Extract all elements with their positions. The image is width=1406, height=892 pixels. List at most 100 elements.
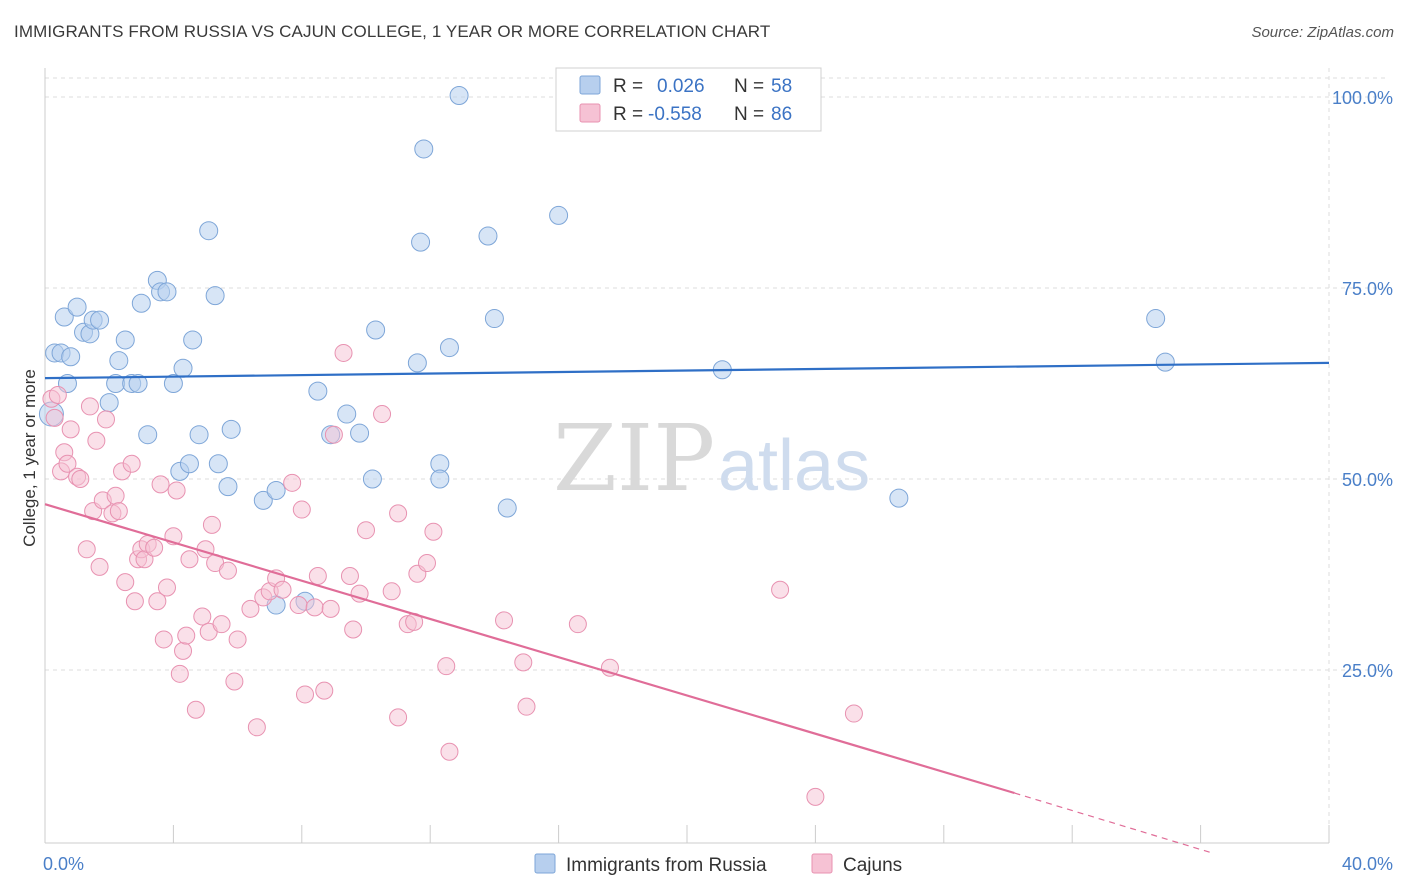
- cajun-point: [514, 653, 533, 672]
- cajun-point: [225, 672, 244, 691]
- cajun-point: [357, 521, 375, 540]
- x-tick-label-0: 0.0%: [43, 854, 84, 874]
- russia-point: [449, 85, 469, 105]
- cajun-point: [157, 578, 176, 597]
- russia-point: [1146, 309, 1166, 329]
- cajun-point: [125, 592, 144, 611]
- y-tick-label-25: 25.0%: [1342, 661, 1393, 681]
- series-legend: Immigrants from Russia Cajuns: [534, 853, 902, 876]
- russia-point: [889, 488, 909, 508]
- cajun-point: [308, 567, 327, 586]
- cajun-point: [495, 611, 514, 630]
- russia-point: [308, 381, 328, 401]
- russia-point: [115, 330, 135, 350]
- russia-point: [439, 338, 459, 358]
- legend-r-label-2: R =: [613, 104, 643, 125]
- cajun-point: [87, 431, 106, 450]
- cajun-point: [154, 630, 173, 649]
- y-tick-label-100: 100.0%: [1332, 88, 1393, 108]
- russia-point: [478, 226, 498, 246]
- cajun-point: [193, 607, 212, 626]
- russia-point: [497, 498, 517, 518]
- cajun-point: [212, 615, 231, 634]
- legend-r-value-1: 0.026: [657, 76, 705, 97]
- series-cajuns: [42, 343, 863, 806]
- russia-point: [128, 374, 148, 393]
- legend-n-value-2: 86: [771, 104, 792, 125]
- cajun-point: [806, 787, 825, 806]
- legend-n-value-1: 58: [771, 76, 792, 97]
- russia-point: [90, 310, 110, 330]
- russia-point: [67, 297, 87, 317]
- cajun-point: [334, 343, 353, 362]
- axes: [44, 68, 1330, 844]
- cajun-point: [116, 573, 135, 592]
- russia-point: [549, 205, 569, 225]
- cajun-point: [289, 596, 308, 615]
- trend-line-cajuns: [44, 503, 1015, 795]
- cajun-point: [315, 681, 334, 700]
- cajun-point: [344, 620, 363, 639]
- cajun-point: [771, 580, 790, 599]
- x-tick-label-1: 40.0%: [1342, 854, 1393, 874]
- russia-point: [179, 454, 199, 474]
- watermark-zip: ZIP: [553, 405, 715, 512]
- russia-point: [484, 309, 504, 329]
- cajun-point: [80, 397, 99, 416]
- russia-point: [183, 330, 203, 350]
- russia-point: [163, 374, 183, 393]
- cajun-point: [417, 554, 436, 573]
- legend-n-label-2: N =: [734, 104, 764, 125]
- cajun-point: [568, 615, 587, 634]
- cajun-point: [180, 550, 199, 569]
- cajun-point: [389, 504, 408, 523]
- legend-swatch-pink: [579, 103, 601, 123]
- cajun-point: [58, 454, 77, 473]
- cajun-point: [382, 582, 401, 601]
- cajun-point: [148, 592, 167, 611]
- cajun-point: [437, 657, 456, 676]
- cajun-point: [186, 700, 205, 719]
- watermark-atlas: atlas: [718, 426, 870, 506]
- cajun-point: [174, 641, 193, 660]
- cajun-point: [106, 486, 125, 505]
- russia-point: [407, 353, 427, 373]
- russia-point: [109, 351, 129, 371]
- cajun-point: [218, 561, 237, 580]
- chart-title: IMMIGRANTS FROM RUSSIA VS CAJUN COLLEGE,…: [14, 22, 771, 41]
- bottom-legend-label-blue: Immigrants from Russia: [566, 855, 767, 876]
- legend-r-label-1: R =: [613, 76, 643, 97]
- y-axis-title: College, 1 year or more: [20, 369, 39, 547]
- tick-labels: 25.0% 50.0% 75.0% 100.0% 0.0% 40.0%: [43, 88, 1393, 874]
- russia-point: [189, 425, 209, 445]
- russia-point: [430, 469, 450, 489]
- cajun-point: [324, 425, 343, 444]
- cajun-point: [228, 630, 247, 649]
- grid-lines: [45, 68, 1389, 843]
- russia-point: [414, 139, 434, 159]
- cajun-point: [292, 500, 311, 519]
- russia-point: [350, 423, 370, 443]
- cajun-point: [389, 708, 408, 727]
- cajun-point: [151, 475, 170, 494]
- cajun-point: [145, 538, 164, 557]
- cajun-point: [283, 473, 302, 492]
- cajun-point: [45, 408, 64, 427]
- bottom-legend-swatch-pink: [811, 853, 833, 874]
- russia-point: [199, 221, 219, 241]
- russia-point: [266, 480, 286, 500]
- russia-point: [157, 282, 177, 302]
- cajun-point: [296, 685, 315, 704]
- cajun-point: [122, 454, 141, 473]
- cajun-point: [96, 410, 115, 429]
- cajun-point: [247, 718, 266, 737]
- cajun-point: [90, 557, 109, 576]
- cajun-point: [241, 599, 260, 618]
- trend-lines: [44, 361, 1330, 854]
- cajun-point: [273, 580, 292, 599]
- cajun-point: [321, 599, 340, 618]
- cajun-point: [340, 567, 359, 586]
- y-tick-label-50: 50.0%: [1342, 470, 1393, 490]
- cajun-point: [844, 704, 863, 723]
